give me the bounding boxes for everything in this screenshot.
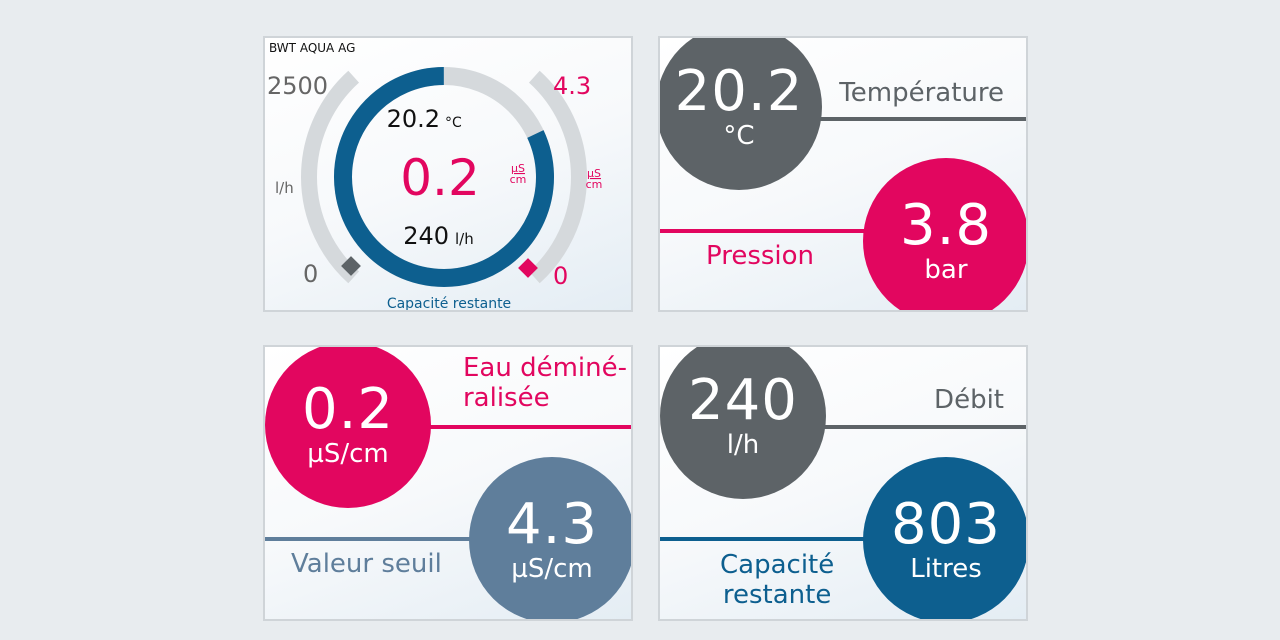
flow-max: 2500: [267, 72, 328, 100]
cond-unit-den-outer: cm: [586, 178, 603, 191]
temperature-value: 20.2: [387, 105, 440, 133]
company-name: BWT AQUA AG: [269, 41, 355, 55]
temperature-circle: 20.2 °C: [660, 38, 822, 190]
capacity-circle: 803 Litres: [863, 457, 1026, 619]
conductivity-panel: Eau déminé- ralisée 0.2 µS/cm Valeur seu…: [263, 345, 633, 621]
threshold-circle: 4.3 µS/cm: [469, 457, 631, 619]
pressure-unit: bar: [924, 255, 968, 285]
flow-capacity-panel: Débit 240 l/h Capacité restante 803 Litr…: [658, 345, 1028, 621]
capacity-label-line2: restante: [722, 580, 832, 610]
pressure-value: 3.8: [899, 193, 993, 258]
demin-label-line1: Eau déminé-: [462, 353, 627, 383]
capacity-label: Capacité restante: [387, 296, 511, 312]
conductivity-track-arc: [528, 70, 587, 284]
conductivity-min: 0: [553, 262, 568, 290]
flow-label: Débit: [934, 385, 1004, 415]
gauge-svg: BWT AQUA AG 2500 0 l/h 4.3 0 µS cm 20.2 …: [267, 41, 603, 312]
threshold-unit: µS/cm: [511, 554, 593, 584]
cond-unit-num-outer: µS: [587, 167, 601, 180]
demin-label: Eau déminé- ralisée: [463, 353, 627, 413]
flow-circle: 240 l/h: [660, 347, 826, 499]
pressure-circle: 3.8 bar: [863, 158, 1026, 310]
pressure-label: Pression: [706, 241, 815, 271]
temperature-line: [820, 117, 1026, 121]
demin-unit: µS/cm: [307, 439, 389, 469]
flow-track-arc: [301, 70, 360, 284]
temperature-unit: °C: [723, 121, 755, 151]
capacity-label-line1: Capacité: [720, 550, 835, 580]
flow-value: 240: [688, 368, 798, 433]
demin-line: [425, 425, 631, 429]
flow-value: 240: [403, 222, 449, 250]
threshold-line: [265, 537, 477, 541]
cond-unit-den-inner: cm: [510, 173, 527, 186]
conductivity-marker-icon: [518, 258, 538, 278]
flow-value-unit: l/h: [455, 230, 474, 248]
demin-label-line2: ralisée: [462, 383, 550, 413]
capacity-line: [660, 537, 872, 541]
gauge-panel: BWT AQUA AG 2500 0 l/h 4.3 0 µS cm 20.2 …: [263, 36, 633, 312]
demin-value: 0.2: [301, 377, 395, 442]
cond-unit-num-inner: µS: [511, 162, 525, 175]
flow-unit: l/h: [726, 430, 760, 460]
threshold-label: Valeur seuil: [291, 549, 442, 579]
temperature-pressure-panel: Température 20.2 °C Pression 3.8 bar: [658, 36, 1028, 312]
pressure-line: [660, 229, 872, 233]
flow-line: [820, 425, 1026, 429]
temperature-value: 20.2: [674, 59, 804, 124]
temperature-label: Température: [839, 78, 1004, 108]
capacity-value: 803: [891, 492, 1001, 557]
capacity-unit: Litres: [910, 554, 982, 584]
flow-min: 0: [303, 260, 318, 288]
capacity-ring-fill: [334, 67, 554, 287]
conductivity-max: 4.3: [553, 72, 591, 100]
capacity-label: Capacité restante: [720, 550, 834, 610]
threshold-value: 4.3: [505, 492, 599, 557]
temperature-unit: °C: [445, 115, 462, 131]
flow-marker-icon: [341, 256, 361, 276]
demin-circle: 0.2 µS/cm: [265, 347, 431, 508]
conductivity-value: 0.2: [400, 149, 480, 207]
flow-unit: l/h: [275, 179, 294, 197]
